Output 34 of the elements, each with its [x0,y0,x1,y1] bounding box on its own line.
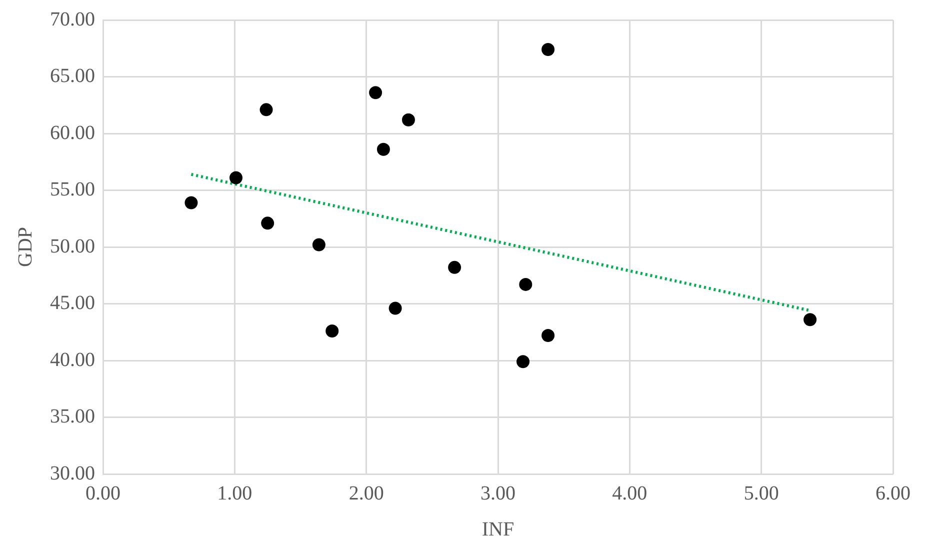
x-tick-label: 5.00 [744,482,779,504]
point [376,142,390,156]
point [261,216,274,230]
x-tick-label: 6.00 [876,482,910,504]
y-tick-label: 65.00 [50,65,95,87]
y-tick-label: 30.00 [50,462,95,484]
y-tick-label: 55.00 [50,178,95,200]
point [804,313,817,326]
point [369,86,382,100]
point [516,355,530,368]
x-tick-label: 0.00 [86,482,120,504]
point [448,260,462,274]
y-tick-label: 60.00 [50,122,95,144]
x-tick-label: 2.00 [348,482,384,504]
x-axis-title: INF [482,518,514,540]
y-axis-title: GDP [14,226,36,268]
point [326,324,339,338]
point [542,329,555,342]
point [312,238,326,252]
point [184,196,198,210]
point [542,43,555,56]
point [229,171,242,184]
x-tick-label: 1.00 [217,482,252,504]
y-tick-label: 40.00 [50,348,95,371]
y-tick-label: 35.00 [50,406,95,428]
y-tick-label: 70.00 [50,8,95,30]
y-tick-label: 50.00 [50,235,95,258]
y-tick-label: 45.00 [50,292,95,314]
point [402,113,415,126]
point [260,103,273,116]
x-tick-label: 3.00 [480,482,516,504]
point [519,278,532,291]
point [388,302,402,315]
x-tick-label: 4.00 [612,482,648,504]
